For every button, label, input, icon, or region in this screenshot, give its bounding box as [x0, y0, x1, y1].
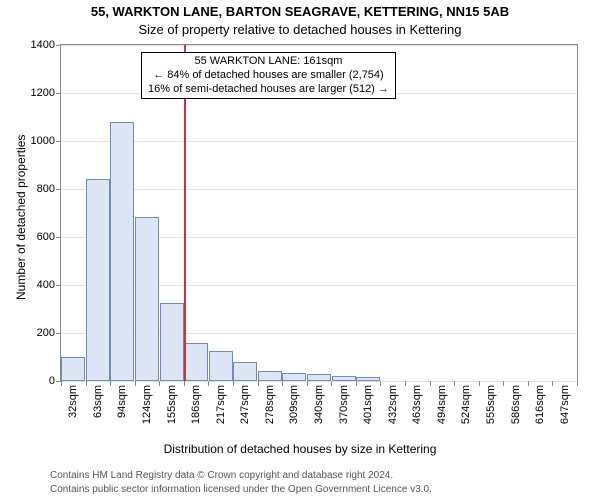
x-tick-label: 555sqm — [485, 381, 497, 424]
grid-line — [61, 189, 577, 190]
x-tick-mark — [356, 381, 357, 386]
histogram-bar — [135, 217, 159, 381]
x-tick-label: 340sqm — [313, 381, 325, 424]
x-tick-mark — [503, 381, 504, 386]
x-tick-mark — [233, 381, 234, 386]
y-axis-label: Number of detached properties — [14, 135, 28, 300]
histogram-bar — [184, 343, 208, 381]
x-tick-label: 124sqm — [141, 381, 153, 424]
histogram-bar — [282, 373, 306, 381]
x-tick-label: 647sqm — [559, 381, 571, 424]
annotation-box: 55 WARKTON LANE: 161sqm← 84% of detached… — [141, 52, 396, 99]
x-tick-mark — [380, 381, 381, 386]
x-tick-mark — [208, 381, 209, 386]
histogram-bar — [209, 351, 233, 381]
page-title: 55, WARKTON LANE, BARTON SEAGRAVE, KETTE… — [0, 4, 600, 19]
x-tick-mark — [577, 381, 578, 386]
histogram-bar — [160, 303, 184, 381]
x-tick-mark — [184, 381, 185, 386]
histogram-bar — [233, 362, 257, 381]
histogram-bar — [110, 122, 134, 381]
histogram-bar — [86, 179, 110, 381]
y-tick-label: 1400 — [31, 39, 61, 51]
footer-line-2: Contains public sector information licen… — [50, 484, 432, 495]
y-tick-label: 0 — [49, 375, 61, 387]
x-tick-mark — [282, 381, 283, 386]
grid-line — [61, 141, 577, 142]
x-tick-label: 401sqm — [362, 381, 374, 424]
x-tick-label: 370sqm — [338, 381, 350, 424]
x-tick-label: 247sqm — [239, 381, 251, 424]
histogram-bar — [307, 374, 331, 381]
x-tick-label: 494sqm — [436, 381, 448, 424]
x-tick-mark — [135, 381, 136, 386]
x-tick-label: 463sqm — [411, 381, 423, 424]
x-tick-mark — [110, 381, 111, 386]
histogram-bar — [61, 357, 85, 381]
histogram-bar — [258, 371, 282, 381]
x-tick-mark — [405, 381, 406, 386]
x-axis-label: Distribution of detached houses by size … — [0, 442, 600, 456]
plot-area: 020040060080010001200140032sqm63sqm94sqm… — [60, 44, 578, 382]
footer-line-1: Contains HM Land Registry data © Crown c… — [50, 470, 393, 481]
chart-container: 55, WARKTON LANE, BARTON SEAGRAVE, KETTE… — [0, 0, 600, 500]
y-tick-label: 600 — [37, 231, 61, 243]
annotation-line-3: 16% of semi-detached houses are larger (… — [148, 83, 389, 97]
x-tick-label: 217sqm — [215, 381, 227, 424]
x-tick-label: 524sqm — [460, 381, 472, 424]
x-tick-mark — [86, 381, 87, 386]
y-tick-label: 1000 — [31, 135, 61, 147]
x-tick-label: 186sqm — [190, 381, 202, 424]
page-subtitle: Size of property relative to detached ho… — [0, 22, 600, 37]
x-tick-label: 63sqm — [92, 381, 104, 418]
x-tick-label: 616sqm — [534, 381, 546, 424]
grid-line — [61, 45, 577, 46]
x-tick-label: 278sqm — [264, 381, 276, 424]
y-tick-label: 1200 — [31, 87, 61, 99]
y-tick-label: 800 — [37, 183, 61, 195]
x-tick-mark — [307, 381, 308, 386]
x-tick-mark — [61, 381, 62, 386]
annotation-line-1: 55 WARKTON LANE: 161sqm — [148, 55, 389, 69]
y-tick-label: 200 — [37, 327, 61, 339]
x-tick-mark — [479, 381, 480, 386]
x-tick-label: 94sqm — [116, 381, 128, 418]
x-tick-mark — [528, 381, 529, 386]
x-tick-label: 432sqm — [387, 381, 399, 424]
y-tick-label: 400 — [37, 279, 61, 291]
x-tick-mark — [159, 381, 160, 386]
x-tick-label: 586sqm — [510, 381, 522, 424]
x-tick-mark — [552, 381, 553, 386]
annotation-line-2: ← 84% of detached houses are smaller (2,… — [148, 69, 389, 83]
x-tick-label: 309sqm — [288, 381, 300, 424]
x-tick-label: 32sqm — [67, 381, 79, 418]
x-tick-mark — [331, 381, 332, 386]
x-tick-mark — [454, 381, 455, 386]
x-tick-mark — [430, 381, 431, 386]
x-tick-mark — [258, 381, 259, 386]
x-tick-label: 155sqm — [166, 381, 178, 424]
